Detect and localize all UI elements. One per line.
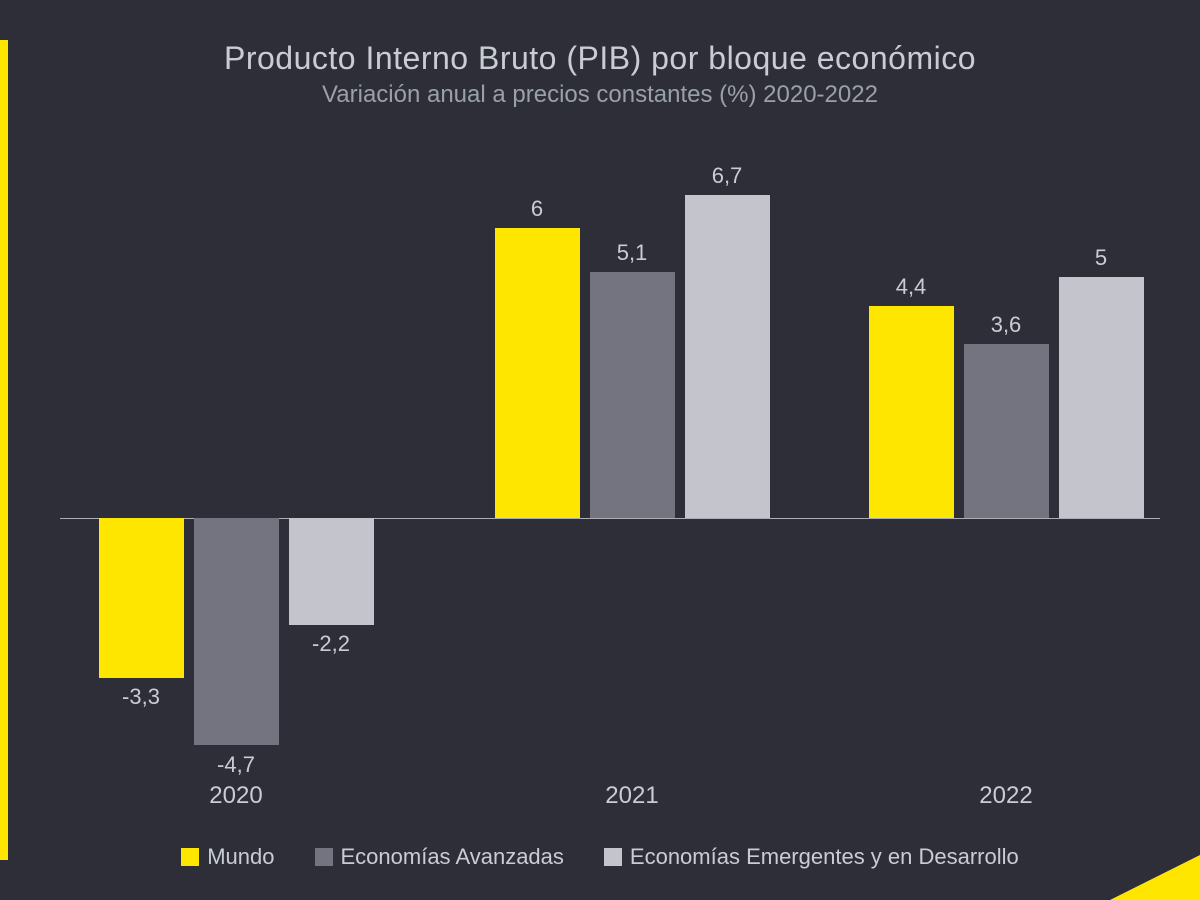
legend-swatch-icon	[604, 848, 622, 866]
bar	[964, 344, 1049, 518]
corner-accent-icon	[1110, 855, 1200, 900]
bar-group: 4,43,65	[869, 180, 1144, 760]
bar-group: -3,3-4,7-2,2	[99, 180, 374, 760]
legend-label: Mundo	[207, 844, 274, 870]
legend-swatch-icon	[315, 848, 333, 866]
bar	[289, 518, 374, 624]
bar	[1059, 277, 1144, 519]
category-label: 2021	[495, 782, 770, 810]
left-accent-bar	[0, 40, 8, 860]
outer-frame: Producto Interno Bruto (PIB) por bloque …	[0, 0, 1200, 900]
category-label: 2020	[99, 782, 374, 810]
bar-slot: -4,7	[194, 180, 279, 760]
bars-wrapper: -3,3-4,7-2,2 65,16,7 4,43,65	[60, 180, 1160, 760]
chart-subtitle: Variación anual a precios constantes (%)…	[0, 81, 1200, 109]
bar-group: 65,16,7	[495, 180, 770, 760]
chart-area: -3,3-4,7-2,2 65,16,7 4,43,65 2020 2021 2022	[60, 180, 1160, 820]
bar-slot: 4,4	[869, 180, 954, 760]
bar-value-label: -2,2	[246, 631, 416, 657]
bar-value-label: 6,7	[642, 163, 812, 189]
chart-title: Producto Interno Bruto (PIB) por bloque …	[0, 40, 1200, 77]
bar	[590, 272, 675, 519]
chart-panel: Producto Interno Bruto (PIB) por bloque …	[0, 0, 1200, 900]
legend-label: Economías Emergentes y en Desarrollo	[630, 844, 1019, 870]
legend-item: Economías Avanzadas	[315, 844, 564, 870]
bar	[685, 195, 770, 519]
bar-slot: -3,3	[99, 180, 184, 760]
bar	[99, 518, 184, 678]
bar-slot: 6	[495, 180, 580, 760]
legend-item: Economías Emergentes y en Desarrollo	[604, 844, 1019, 870]
bar-slot: 6,7	[685, 180, 770, 760]
bar-slot: -2,2	[289, 180, 374, 760]
bar	[495, 228, 580, 518]
legend-swatch-icon	[181, 848, 199, 866]
legend: Mundo Economías Avanzadas Economías Emerge…	[0, 844, 1200, 870]
category-label: 2022	[869, 782, 1144, 810]
bar-value-label: 5	[1016, 245, 1186, 271]
title-block: Producto Interno Bruto (PIB) por bloque …	[0, 40, 1200, 109]
legend-label: Economías Avanzadas	[341, 844, 564, 870]
bar-slot: 5	[1059, 180, 1144, 760]
bar-slot: 5,1	[590, 180, 675, 760]
legend-item: Mundo	[181, 844, 274, 870]
